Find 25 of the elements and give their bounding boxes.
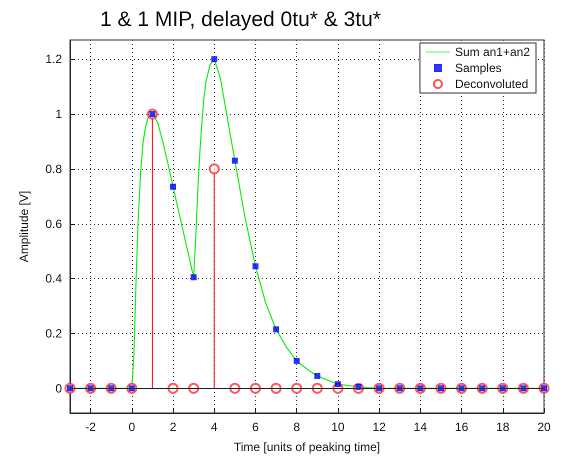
y-tick-label: 1.2 <box>45 52 62 66</box>
x-tick-label: -2 <box>85 420 96 434</box>
x-tick-label: 8 <box>293 420 300 434</box>
x-tick-label: 12 <box>372 420 386 434</box>
x-tick-label: 0 <box>128 420 136 434</box>
x-tick-label: 6 <box>252 420 260 434</box>
y-tick-label: 0.8 <box>45 162 62 176</box>
x-tick-label: 2 <box>170 420 177 434</box>
x-tick-label: 16 <box>454 420 469 434</box>
x-axis-title: Time [units of peaking time] <box>234 440 380 454</box>
x-tick-label: 4 <box>210 420 218 434</box>
y-tick-label: 0 <box>55 381 62 396</box>
legend-label: Samples <box>454 61 502 75</box>
legend-label: Sum an1+an2 <box>454 45 530 59</box>
y-tick-label: 0.4 <box>45 272 62 286</box>
y-tick-label: 1 <box>55 107 62 122</box>
x-tick-label: 20 <box>537 420 551 434</box>
y-axis-title: Amplitude [V] <box>17 190 31 262</box>
y-tick-label: 0.2 <box>45 326 62 340</box>
x-tick-label: 14 <box>414 420 428 434</box>
y-tick-label: 0.6 <box>45 216 62 231</box>
chart-title: 1 & 1 MIP, delayed 0tu* & 3tu* <box>100 8 381 31</box>
legend-label: Deconvoluted <box>454 77 528 91</box>
x-tick-label: 18 <box>496 420 510 434</box>
x-tick-label: 10 <box>331 420 345 434</box>
